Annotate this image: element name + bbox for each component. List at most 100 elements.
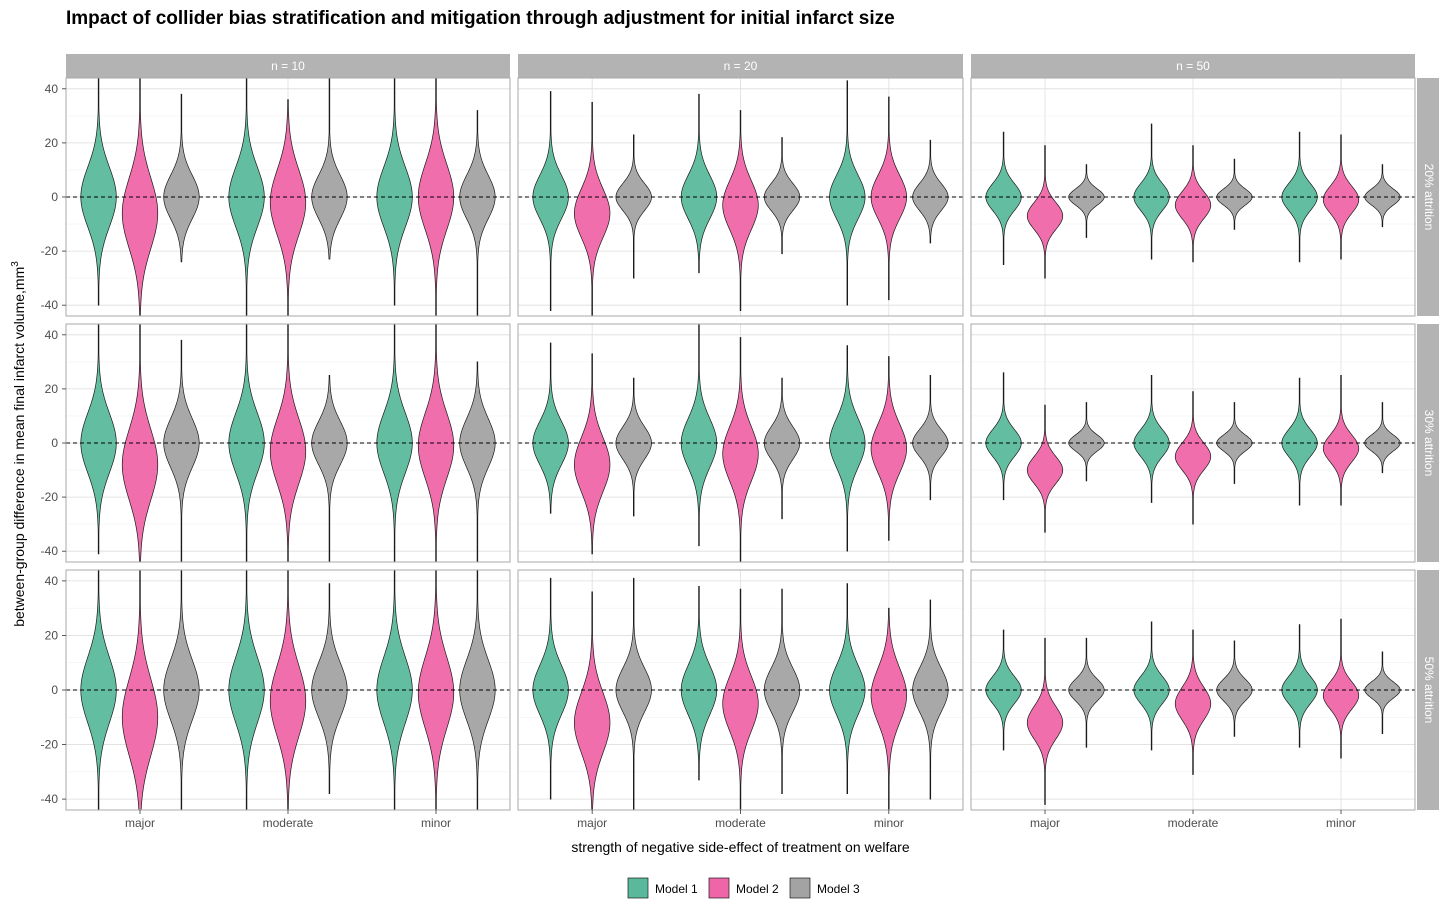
violin-model-2-moderate xyxy=(269,570,307,810)
violin-model-2-moderate xyxy=(1174,391,1212,525)
x-tick-label: moderate xyxy=(1168,816,1219,830)
violin-model-2-moderate xyxy=(1174,629,1212,775)
panel-20-attrition-n-20 xyxy=(517,77,964,317)
violin-model-3-minor xyxy=(1364,402,1401,474)
violin-model-1-major xyxy=(532,577,569,800)
violin-model-2-minor xyxy=(1322,375,1360,506)
violin-model-3-major xyxy=(1068,402,1105,482)
violin-model-2-major xyxy=(574,353,611,555)
violin-model-1-major xyxy=(532,342,569,514)
violin-model-1-major xyxy=(80,78,117,306)
violin-model-1-minor xyxy=(1281,624,1318,748)
col-strip-label: n = 10 xyxy=(271,59,305,73)
violin-model-2-major xyxy=(1026,404,1064,533)
violin-model-1-moderate xyxy=(228,324,265,562)
violin-model-2-minor xyxy=(1322,618,1360,759)
x-tick-label: moderate xyxy=(263,816,314,830)
row-strip-30-attrition xyxy=(1417,324,1439,562)
violin-model-2-moderate xyxy=(722,337,759,562)
y-axis-label: between-group difference in mean final i… xyxy=(10,261,27,627)
panel-50-attrition-n-10 xyxy=(65,569,511,811)
x-tick-label: major xyxy=(125,816,155,830)
violin-model-1-minor xyxy=(1281,131,1318,263)
row-strip-20-attrition xyxy=(1417,78,1439,316)
violin-model-3-moderate xyxy=(763,588,801,794)
violin-model-1-major xyxy=(80,570,117,810)
violin-model-3-moderate xyxy=(1216,640,1253,737)
violin-model-1-moderate xyxy=(228,78,265,316)
violin-model-1-moderate xyxy=(228,570,265,810)
legend-swatch xyxy=(627,877,649,899)
violin-model-2-moderate xyxy=(269,324,307,562)
violin-model-2-moderate xyxy=(722,588,759,810)
y-tick-label: -20 xyxy=(41,490,59,504)
panel-50-attrition-n-50 xyxy=(970,569,1416,811)
violin-model-3-major xyxy=(615,134,652,279)
violin-model-3-major xyxy=(163,93,200,263)
chart-title: Impact of collider bias stratification a… xyxy=(66,8,895,29)
violin-model-1-minor xyxy=(829,80,866,306)
x-tick-label: minor xyxy=(1326,816,1356,830)
col-strip-label: n = 50 xyxy=(1176,59,1210,73)
violin-model-1-minor xyxy=(376,324,413,562)
legend-swatch xyxy=(708,877,730,899)
violin-model-1-minor xyxy=(829,345,866,552)
panel-border xyxy=(970,323,1416,563)
y-tick-label: -20 xyxy=(41,738,59,752)
panel-border xyxy=(517,77,964,317)
violins xyxy=(985,618,1401,805)
violin-model-1-major xyxy=(532,91,569,311)
x-tick-label: moderate xyxy=(715,816,766,830)
violin-model-1-minor xyxy=(1281,377,1318,506)
violin-model-2-major xyxy=(1026,145,1064,279)
violin-model-1-moderate xyxy=(680,324,718,547)
panels-layer: n = 10 n = 20 n = 50 20% attrition 30% attri… xyxy=(10,54,1439,855)
panel-20-attrition-n-10 xyxy=(65,77,511,317)
violin-model-3-minor xyxy=(912,599,949,800)
violin-model-3-minor xyxy=(459,361,496,562)
violin-model-1-moderate xyxy=(1133,123,1170,260)
legend: Model 1 Model 2 Model 3 xyxy=(627,877,860,899)
col-strip-n-50 xyxy=(971,54,1415,78)
y-tick-label: 40 xyxy=(45,82,59,96)
violin-model-2-minor xyxy=(870,356,907,541)
row-strip-50-attrition xyxy=(1417,570,1439,810)
y-axis-label-superscript: 3 xyxy=(10,261,21,267)
y-tick-label: 40 xyxy=(45,574,59,588)
legend-item-model-1: Model 1 xyxy=(627,877,698,899)
violin-model-1-moderate xyxy=(1133,621,1170,751)
y-tick-label: -40 xyxy=(41,298,59,312)
col-strip-n-10 xyxy=(66,54,510,78)
row-strip-label: 20% attrition xyxy=(1422,164,1436,231)
violin-model-2-minor xyxy=(870,96,907,301)
violin-model-3-moderate xyxy=(1216,158,1253,230)
panel-30-attrition-n-10 xyxy=(65,323,511,563)
violin-model-2-major xyxy=(1026,637,1064,805)
panel-30-attrition-n-50 xyxy=(970,323,1416,563)
panel-20-attrition-n-50 xyxy=(970,77,1416,317)
violin-model-3-major xyxy=(615,577,652,810)
panel-border xyxy=(517,323,964,563)
y-tick-label: 20 xyxy=(45,628,59,642)
violin-model-1-major xyxy=(985,131,1022,265)
violins xyxy=(532,80,949,316)
violins xyxy=(532,577,949,810)
x-tick-label: minor xyxy=(874,816,904,830)
legend-item-model-3: Model 3 xyxy=(789,877,860,899)
violin-model-1-major xyxy=(80,324,117,555)
violin-model-2-moderate xyxy=(722,110,759,311)
legend-label: Model 1 xyxy=(655,882,698,896)
violin-model-1-minor xyxy=(376,78,413,306)
y-tick-label: 0 xyxy=(51,190,58,204)
panel-30-attrition-n-20 xyxy=(517,323,964,563)
violin-model-2-moderate xyxy=(1174,145,1212,263)
violin-model-3-minor xyxy=(1364,651,1401,734)
violin-model-3-major xyxy=(615,377,652,517)
y-tick-label: 0 xyxy=(51,683,58,697)
panel-50-attrition-n-20 xyxy=(517,569,964,811)
x-tick-label: major xyxy=(577,816,607,830)
violin-model-3-moderate xyxy=(763,377,801,520)
row-strip-label: 30% attrition xyxy=(1422,410,1436,477)
violin-model-3-moderate xyxy=(1216,402,1253,484)
